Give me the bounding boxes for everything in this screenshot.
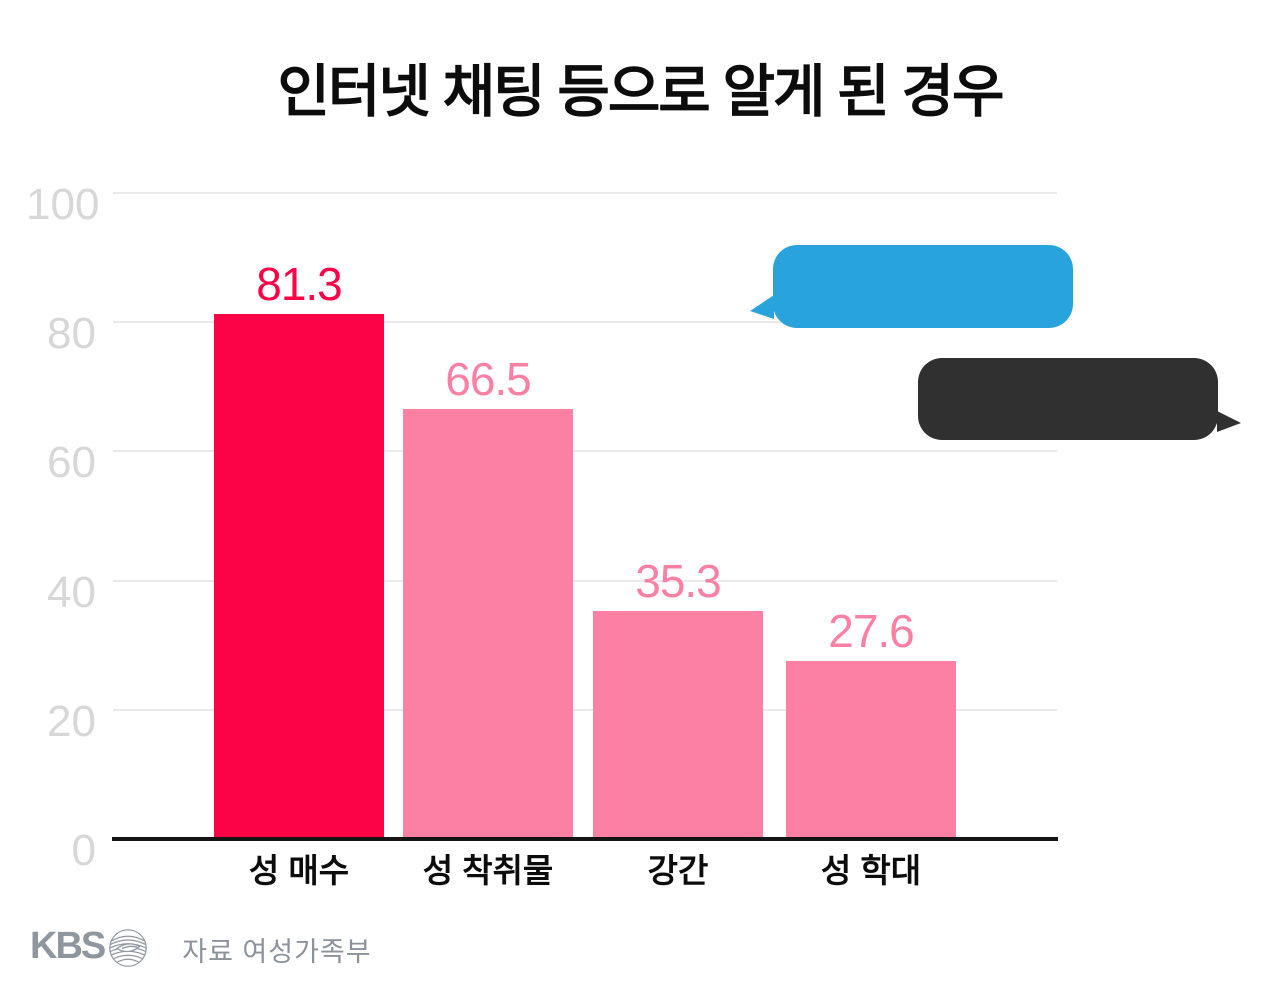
gridline-20 bbox=[113, 708, 1057, 711]
bar-2 bbox=[403, 409, 573, 839]
bar-4 bbox=[786, 661, 956, 839]
y-tick-label-20: 20 bbox=[47, 696, 96, 746]
category-label-1: 성 매수 bbox=[248, 852, 350, 889]
bar-1 bbox=[214, 314, 384, 839]
y-tick-label-40: 40 bbox=[47, 567, 96, 617]
kbs-logo-text: KBS bbox=[30, 924, 106, 967]
y-tick-label-60: 60 bbox=[47, 438, 96, 488]
bar-value-label-1: 81.3 bbox=[256, 258, 343, 310]
y-tick-label-80: 80 bbox=[47, 309, 96, 359]
bar-3 bbox=[593, 611, 763, 839]
footer: KBS 자료 여성가족부 bbox=[30, 922, 372, 969]
gridline-80 bbox=[113, 321, 1057, 324]
page-title: 인터넷 채팅 등으로 알게 된 경우 bbox=[277, 60, 1005, 124]
bubble-tail-left-icon bbox=[750, 295, 774, 319]
y-tick-label-0: 0 bbox=[71, 826, 96, 875]
dark-chat-bubble bbox=[918, 358, 1241, 440]
gridline-40 bbox=[113, 579, 1057, 582]
source-label: 자료 여성가족부 bbox=[182, 937, 372, 967]
bar-value-label-4: 27.6 bbox=[828, 605, 915, 657]
gridline-60 bbox=[113, 450, 1057, 453]
x-axis-line bbox=[112, 837, 1058, 841]
category-label-3: 강간 bbox=[647, 852, 709, 889]
dark-chat-bubble-shape bbox=[918, 358, 1241, 440]
gridline-100 bbox=[113, 192, 1057, 194]
kbs-logo: KBS bbox=[30, 924, 148, 968]
bar-value-label-2: 66.5 bbox=[445, 353, 532, 405]
globe-icon bbox=[109, 928, 148, 967]
category-label-2: 성 착취물 bbox=[422, 852, 554, 889]
y-tick-label-100: 100 bbox=[26, 180, 100, 229]
blue-chat-bubble-shape bbox=[750, 245, 1073, 328]
bubble-tail-right-icon bbox=[1217, 411, 1241, 432]
bar-value-label-3: 35.3 bbox=[635, 555, 722, 607]
category-label-4: 성 학대 bbox=[820, 852, 922, 889]
blue-chat-bubble bbox=[750, 245, 1073, 328]
